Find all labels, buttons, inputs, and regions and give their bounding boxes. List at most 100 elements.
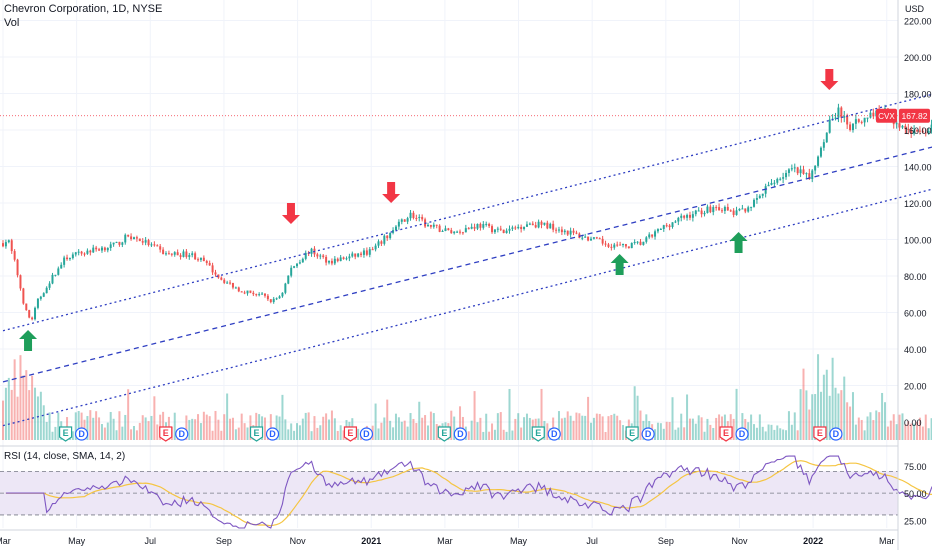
candle-body [849,124,852,131]
volume-bar [916,421,919,440]
candle-body [616,244,619,246]
volume-bar [301,418,304,440]
candle-body [325,256,328,263]
candle-body [720,210,723,212]
candle-body [392,230,395,233]
candle-body [412,212,415,218]
up-arrow [19,330,38,351]
volume-bar [595,413,598,440]
candle-body [537,221,540,228]
volume-bar [103,427,106,440]
candle-body [19,275,22,289]
candle-body [910,129,913,134]
time-tick-label: Nov [731,536,748,546]
candle-body [281,292,284,297]
volume-bar [153,396,156,440]
time-tick-label: May [510,536,528,546]
candle-body [680,215,683,218]
earnings-letter: E [629,428,635,438]
volume-bar [453,416,456,440]
volume-bar [89,410,92,440]
candle-body [773,182,776,184]
candle-body [860,121,863,123]
candle-body [662,225,665,230]
candle-body [633,242,636,244]
volume-bar [392,427,395,440]
volume-bar [878,412,881,440]
candle-body [426,224,429,227]
candle-body [371,249,374,251]
volume-bar [601,416,604,440]
volume-bar [569,415,572,440]
volume-bar [747,422,750,440]
candle-body [377,241,380,246]
candle-body [22,288,25,304]
volume-bar [100,424,103,440]
candle-body [28,310,31,318]
volume-bar [517,413,520,440]
volume-bar [39,391,42,440]
candle-body [316,254,319,257]
volume-bar [135,430,138,440]
volume-bar [310,431,313,440]
price-tick-label: 0.00 [904,418,922,428]
down-arrow [820,69,839,90]
volume-bar [220,430,223,440]
candle-body [456,231,459,233]
volume-bar [502,429,505,440]
earnings-letter: E [817,428,823,438]
volume-bar [575,412,578,440]
volume-bar [683,427,686,440]
candle-body [328,260,331,263]
candle-body [296,263,299,267]
time-tick-label: May [68,536,86,546]
candle-body [651,234,654,237]
volume-bar [57,412,60,440]
volume-bar [560,418,563,440]
candle-body [901,125,904,128]
candle-body [729,210,732,212]
candle-body [269,299,272,303]
price-tick-label: 180.00 [904,90,932,100]
candle-body [726,206,729,211]
candle-body [301,258,304,263]
candle-body [863,117,866,123]
candle-body [339,257,342,262]
rsi-tick-label: 75.00 [904,462,927,472]
candle-body [645,237,648,242]
candle-body [132,237,135,240]
candle-body [159,246,162,250]
candle-body [485,223,488,225]
volume-bar [776,425,779,440]
candle-body [691,214,694,218]
candle-body [587,236,590,241]
volume-bar [51,431,54,440]
volume-bar [528,417,531,440]
volume-bar [199,423,202,440]
candle-body [601,238,604,244]
candle-body [115,241,118,243]
candle-body [488,223,491,227]
dividend-letter: D [645,429,652,439]
volume-bar [700,417,703,440]
volume-bar [505,431,508,440]
ticker-badge[interactable]: CVX 167.82 [876,108,930,123]
candle-body [7,240,10,243]
candle-body [255,294,258,296]
candle-body [380,241,383,244]
candle-body [432,224,435,227]
price-tick-label: 160.00 [904,126,932,136]
candle-body [785,172,788,178]
time-tick-label: Jul [586,536,598,546]
volume-bar [313,416,316,440]
volume-bar [636,395,639,440]
candle-body [569,230,572,235]
candle-body [100,247,103,251]
candle-body [170,253,173,255]
volume-bar [36,396,39,440]
candle-body [846,116,849,125]
volume-bar [287,429,290,440]
candle-body [523,226,526,230]
candle-body [179,255,182,257]
